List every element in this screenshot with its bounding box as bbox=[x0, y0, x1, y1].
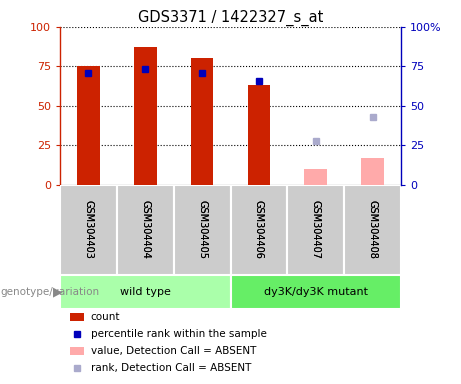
Text: value, Detection Call = ABSENT: value, Detection Call = ABSENT bbox=[91, 346, 256, 356]
Text: dy3K/dy3K mutant: dy3K/dy3K mutant bbox=[264, 287, 368, 297]
Bar bbox=[134, 47, 157, 185]
Text: GSM304408: GSM304408 bbox=[367, 200, 378, 259]
Bar bbox=[191, 58, 213, 185]
Bar bbox=[304, 169, 327, 185]
Bar bbox=[77, 66, 100, 185]
Text: ▶: ▶ bbox=[53, 285, 63, 298]
Bar bbox=[344, 185, 401, 275]
Text: GSM304407: GSM304407 bbox=[311, 200, 321, 259]
Text: rank, Detection Call = ABSENT: rank, Detection Call = ABSENT bbox=[91, 363, 251, 373]
Text: wild type: wild type bbox=[120, 287, 171, 297]
Text: percentile rank within the sample: percentile rank within the sample bbox=[91, 329, 266, 339]
Bar bbox=[361, 158, 384, 185]
Bar bbox=[230, 275, 401, 309]
Text: GSM304407: GSM304407 bbox=[311, 200, 321, 259]
Bar bbox=[70, 313, 84, 321]
Bar bbox=[117, 185, 174, 275]
Text: GSM304406: GSM304406 bbox=[254, 200, 264, 259]
Text: GSM304408: GSM304408 bbox=[367, 200, 378, 259]
Text: GSM304403: GSM304403 bbox=[83, 200, 94, 259]
Text: count: count bbox=[91, 312, 120, 322]
Title: GDS3371 / 1422327_s_at: GDS3371 / 1422327_s_at bbox=[138, 9, 323, 25]
Bar bbox=[174, 185, 230, 275]
Bar bbox=[60, 275, 230, 309]
Bar bbox=[230, 185, 287, 275]
Bar bbox=[60, 185, 117, 275]
Text: GSM304403: GSM304403 bbox=[83, 200, 94, 259]
Text: genotype/variation: genotype/variation bbox=[0, 287, 99, 297]
Text: GSM304405: GSM304405 bbox=[197, 200, 207, 259]
Bar bbox=[70, 347, 84, 355]
Bar bbox=[248, 85, 270, 185]
Text: GSM304404: GSM304404 bbox=[140, 200, 150, 259]
Text: GSM304404: GSM304404 bbox=[140, 200, 150, 259]
Text: GSM304406: GSM304406 bbox=[254, 200, 264, 259]
Bar bbox=[287, 185, 344, 275]
Text: GSM304405: GSM304405 bbox=[197, 200, 207, 259]
